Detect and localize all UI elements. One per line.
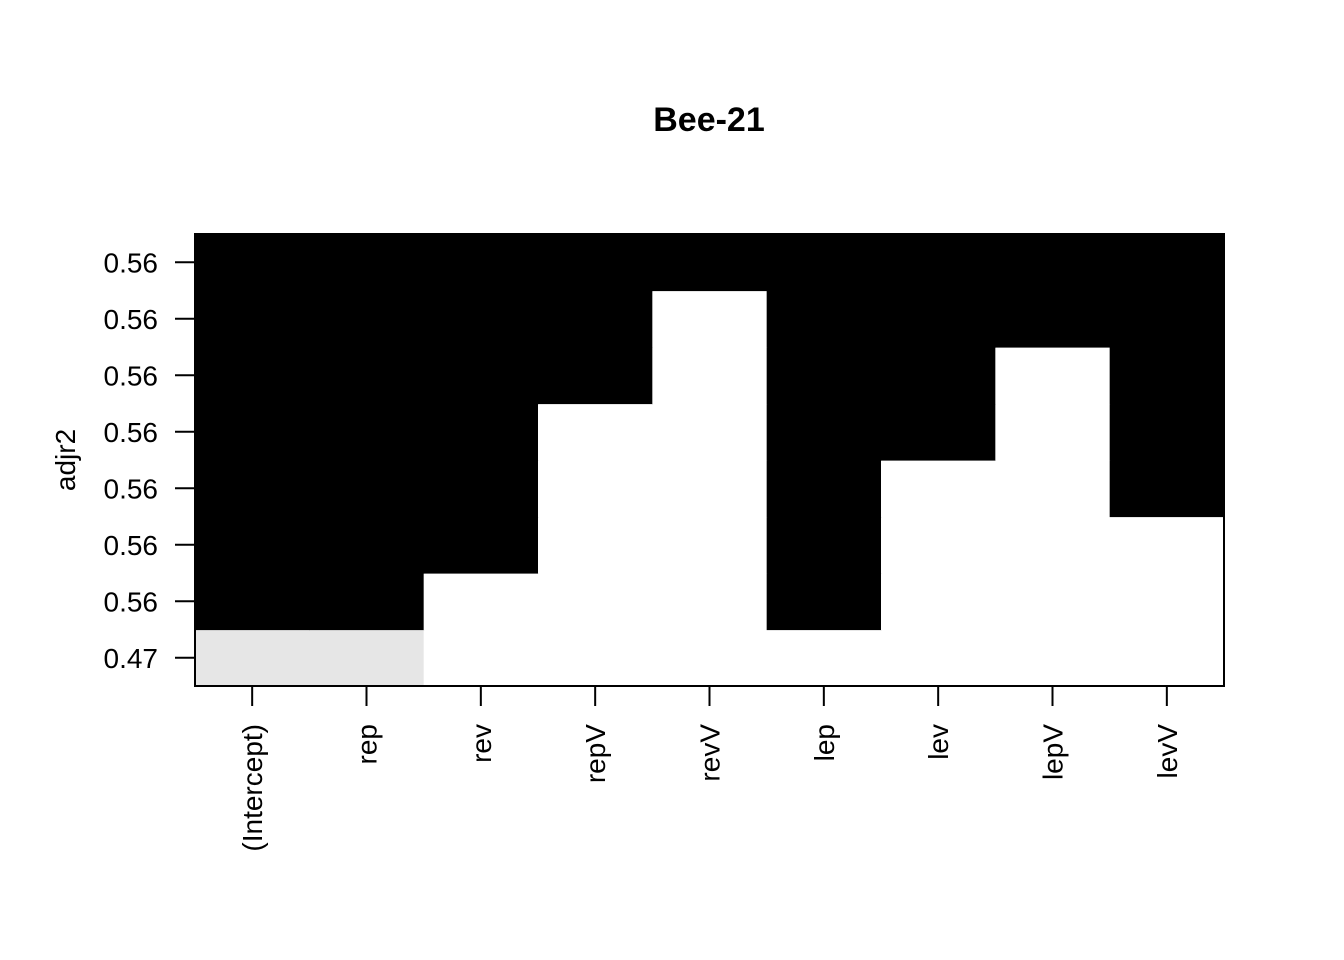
heatmap-cell	[423, 234, 539, 292]
y-tick-label: 0.56	[104, 473, 159, 504]
heatmap-cell	[995, 573, 1111, 631]
x-tick-label: levV	[1152, 724, 1183, 779]
heatmap-cell	[652, 629, 768, 687]
heatmap-cell	[423, 290, 539, 348]
heatmap-cell	[309, 290, 425, 348]
heatmap-cell	[423, 629, 539, 687]
chart-title: Bee-21	[653, 101, 765, 139]
heatmap-cell	[652, 234, 768, 292]
heatmap-cell	[652, 573, 768, 631]
x-tick-label: lev	[923, 724, 954, 760]
x-tick-label: lepV	[1038, 724, 1069, 780]
heatmap-cell	[423, 460, 539, 518]
heatmap-cell	[881, 516, 996, 574]
heatmap-cell	[995, 516, 1111, 574]
heatmap-cell	[309, 573, 425, 631]
heatmap-cell	[1109, 460, 1225, 518]
heatmap-cell	[766, 516, 882, 574]
heatmap-cell	[652, 290, 768, 348]
heatmap-cell	[1109, 403, 1225, 461]
heatmap-cell	[195, 460, 310, 518]
heatmap-cell	[881, 347, 996, 405]
heatmap-cell	[309, 516, 425, 574]
heatmap-cell	[995, 403, 1111, 461]
heatmap-cell	[423, 516, 539, 574]
heatmap-cell	[766, 629, 882, 687]
y-tick-label: 0.56	[104, 247, 159, 278]
heatmap-cell	[309, 347, 425, 405]
y-axis-label: adjr2	[50, 429, 81, 491]
x-tick-label: revV	[695, 724, 726, 782]
heatmap-cell	[195, 234, 310, 292]
heatmap-cell	[995, 234, 1111, 292]
heatmap-cell	[881, 460, 996, 518]
heatmap-cell	[766, 403, 882, 461]
heatmap-cell	[881, 573, 996, 631]
x-tick-label: repV	[580, 724, 611, 783]
heatmap-cell	[309, 629, 425, 687]
y-tick-label: 0.56	[104, 304, 159, 335]
heatmap-cell	[995, 347, 1111, 405]
heatmap-cells	[195, 234, 1225, 687]
heatmap-cell	[195, 347, 310, 405]
heatmap-cell	[195, 629, 310, 687]
heatmap-cell	[538, 234, 653, 292]
heatmap-cell	[766, 347, 882, 405]
heatmap-cell	[423, 347, 539, 405]
heatmap-cell	[766, 290, 882, 348]
heatmap-cell	[309, 234, 425, 292]
heatmap-cell	[423, 403, 539, 461]
heatmap-cell	[538, 290, 653, 348]
heatmap-cell	[881, 629, 996, 687]
heatmap-cell	[538, 516, 653, 574]
heatmap-cell	[995, 460, 1111, 518]
y-axis: 0.47 0.56 0.56 0.56 0.56 0.56 0.56 0.56	[104, 247, 195, 674]
heatmap-cell	[652, 403, 768, 461]
heatmap-cell	[766, 234, 882, 292]
heatmap-cell	[538, 403, 653, 461]
heatmap-cell	[538, 573, 653, 631]
heatmap-cell	[1109, 234, 1225, 292]
heatmap-cell	[881, 290, 996, 348]
heatmap-cell	[881, 403, 996, 461]
y-tick-label: 0.56	[104, 360, 159, 391]
y-tick-label: 0.47	[104, 643, 159, 674]
heatmap-cell	[195, 516, 310, 574]
heatmap-cell	[766, 460, 882, 518]
heatmap-cell	[995, 629, 1111, 687]
heatmap-cell	[423, 573, 539, 631]
heatmap-cell	[1109, 629, 1225, 687]
x-tick-label: rev	[466, 724, 497, 763]
heatmap-cell	[309, 403, 425, 461]
x-axis: (Intercept) rep rev repV revV lep lev lepV levV	[237, 686, 1183, 852]
heatmap-cell	[995, 290, 1111, 348]
heatmap-cell	[1109, 573, 1225, 631]
heatmap-cell	[1109, 347, 1225, 405]
y-tick-label: 0.56	[104, 530, 159, 561]
y-tick-label: 0.56	[104, 417, 159, 448]
heatmap-cell	[195, 403, 310, 461]
heatmap-cell	[652, 460, 768, 518]
heatmap-cell	[1109, 516, 1225, 574]
heatmap-cell	[766, 573, 882, 631]
heatmap-cell	[195, 573, 310, 631]
heatmap-cell	[538, 629, 653, 687]
heatmap-cell	[538, 460, 653, 518]
x-tick-label: (Intercept)	[237, 724, 268, 852]
x-tick-label: lep	[809, 724, 840, 761]
heatmap-cell	[652, 347, 768, 405]
x-tick-label: rep	[352, 724, 383, 764]
y-tick-label: 0.56	[104, 586, 159, 617]
heatmap-cell	[195, 290, 310, 348]
heatmap-cell	[538, 347, 653, 405]
heatmap-cell	[881, 234, 996, 292]
heatmap-cell	[652, 516, 768, 574]
heatmap-cell	[1109, 290, 1225, 348]
heatmap-cell	[309, 460, 425, 518]
